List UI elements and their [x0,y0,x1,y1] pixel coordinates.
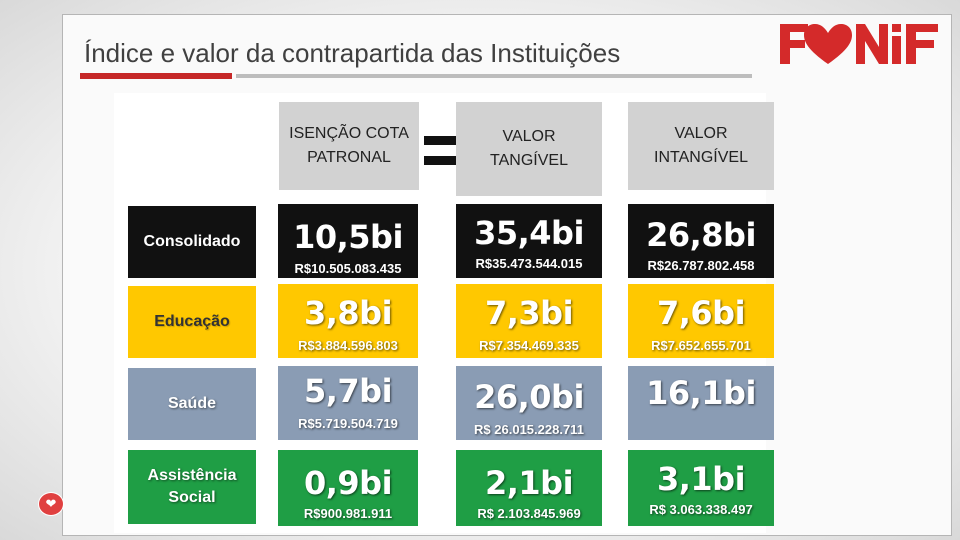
value-short: 7,6bi [656,294,746,332]
value-full: R$35.473.544.015 [475,256,583,271]
cell-saude-isencao: 5,7bi R$5.719.504.719 [278,366,418,440]
cell-saude-tangivel: 26,0bi R$ 26.015.228.711 [456,366,602,440]
value-full: R$3.884.596.803 [298,338,398,353]
cell-educacao-tangivel: 7,3bi R$7.354.469.335 [456,284,602,358]
title-underline-accent [80,73,232,79]
cell-educacao-intangivel: 7,6bi R$7.652.655.701 [628,284,774,358]
value-short: 0,9bi [303,464,393,502]
value-full: R$900.981.911 [303,506,393,521]
value-short: 3,8bi [303,294,393,332]
cell-saude-intangivel: 16,1bi [628,366,774,440]
value-full: R$ 26.015.228.711 [474,422,584,437]
header-isencao-cota-patronal: ISENÇÃO COTA PATRONAL [279,102,419,190]
value-full: R$10.505.083.435 [294,261,402,276]
cell-assistencia-isencao: 0,9bi R$900.981.911 [278,450,418,526]
value-full: R$ 2.103.845.969 [477,506,581,521]
value-full: R$7.354.469.335 [479,338,579,353]
row-label-consolidado: Consolidado [128,206,256,278]
header-valor-intangivel: VALOR INTANGÍVEL [628,102,774,190]
value-full: R$5.719.504.719 [298,416,398,431]
value-full: R$26.787.802.458 [647,258,755,273]
row-label-saude: Saúde [128,368,256,440]
row-label-educacao: Educação [128,286,256,358]
value-short: 26,0bi [474,378,584,416]
cell-assistencia-tangivel: 2,1bi R$ 2.103.845.969 [456,450,602,526]
value-short: 26,8bi [646,216,756,254]
value-short: 2,1bi [484,464,574,502]
title-underline [236,74,752,78]
equals-sign [424,136,456,166]
page-title: Índice e valor da contrapartida das Inst… [84,38,621,68]
value-short: 7,3bi [484,294,574,332]
cell-consolidado-isencao: 10,5bi R$10.505.083.435 [278,204,418,278]
cell-consolidado-intangivel: 26,8bi R$26.787.802.458 [628,204,774,278]
cell-assistencia-intangivel: 3,1bi R$ 3.063.338.497 [628,450,774,526]
value-short: 10,5bi [293,218,403,256]
cell-educacao-isencao: 3,8bi R$3.884.596.803 [278,284,418,358]
value-short: 3,1bi [656,460,746,498]
row-label-assistencia-social: Assistência Social [128,450,256,524]
value-full: R$7.652.655.701 [651,338,751,353]
cell-consolidado-tangivel: 35,4bi R$35.473.544.015 [456,204,602,278]
value-full: R$ 3.063.338.497 [649,502,753,517]
fonif-logo [780,24,938,64]
header-valor-tangivel: VALOR TANGÍVEL [456,102,602,196]
heart-icon: ❤ [38,492,64,516]
value-short: 5,7bi [303,372,393,410]
value-short: 35,4bi [474,214,584,252]
value-short: 16,1bi [646,374,756,412]
